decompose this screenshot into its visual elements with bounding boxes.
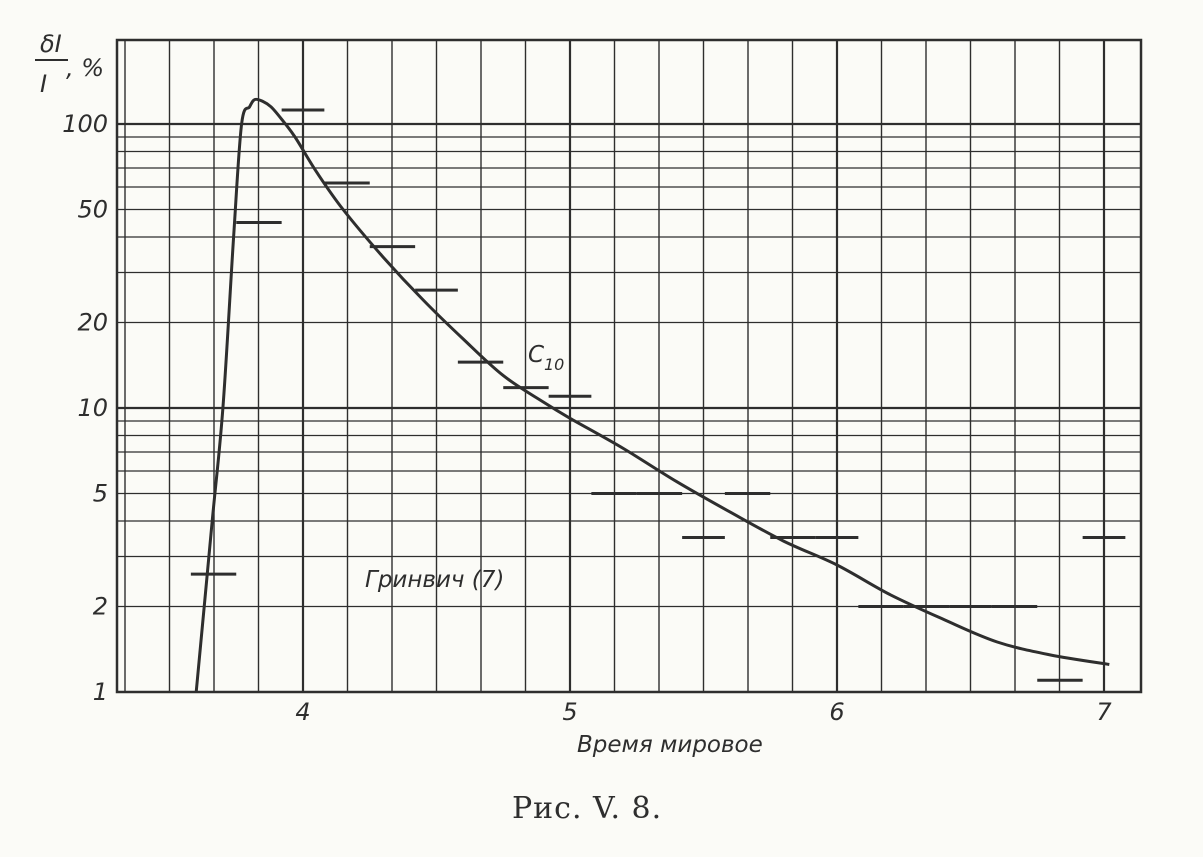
x-tick-label: 5 <box>562 698 577 726</box>
y-label-numerator: δI <box>40 30 62 58</box>
y-tick-label: 2 <box>93 593 108 621</box>
curve-label-main: C <box>528 342 544 368</box>
x-axis-label: Время мировое <box>577 732 763 758</box>
y-tick-label: 100 <box>62 110 108 138</box>
step-series-greenwich <box>190 108 1126 682</box>
curve-series-c10 <box>194 97 1110 693</box>
x-tick-label: 4 <box>295 698 310 726</box>
plot-frame <box>115 38 1143 694</box>
curve-label-subscript: 10 <box>544 355 564 374</box>
y-label-unit: , % <box>66 54 104 82</box>
y-tick-label: 5 <box>93 479 108 507</box>
grid-vertical-lines <box>124 40 1106 692</box>
step-series-label: Гринвич (7) <box>365 567 504 593</box>
x-tick-labels: 4 5 6 7 <box>295 698 1112 726</box>
figure-caption: Рис. V. 8. <box>512 791 662 826</box>
y-tick-labels: 1 2 5 10 20 50 100 <box>62 110 108 706</box>
y-tick-label: 50 <box>77 195 108 223</box>
curve-label: C 10 <box>528 342 564 374</box>
y-tick-label: 20 <box>77 309 108 337</box>
y-axis-label: δI I , % <box>35 30 104 98</box>
x-tick-label: 7 <box>1096 698 1112 726</box>
y-tick-label: 1 <box>93 678 108 706</box>
y-tick-label: 10 <box>77 394 108 422</box>
grid-horizontal-lines <box>117 122 1141 608</box>
x-tick-label: 6 <box>829 698 844 726</box>
y-label-denominator: I <box>40 70 47 98</box>
